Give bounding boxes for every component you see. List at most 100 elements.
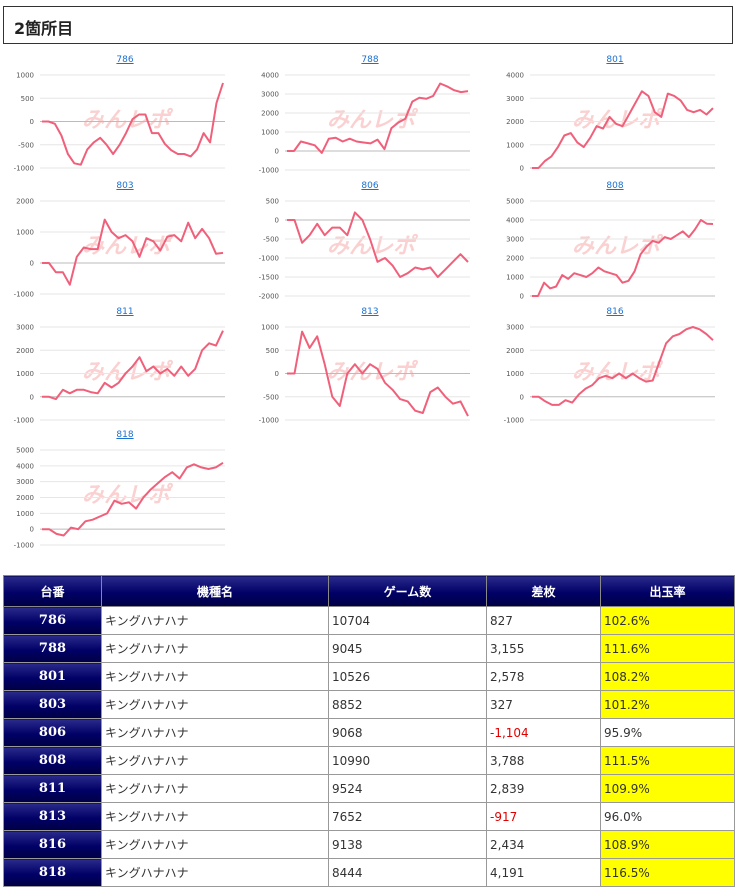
machine-number: 816	[3, 830, 102, 859]
page-title-box: 2箇所目	[3, 6, 733, 44]
y-tick-label: 1000	[261, 324, 279, 332]
machine-name: キングハナハナ	[101, 634, 329, 663]
table-row: 801 キングハナハナ 10526 2,578 108.2%	[3, 662, 735, 691]
y-tick-label: 0	[30, 260, 34, 268]
header-machine-name: 機種名	[101, 575, 329, 607]
payout-rate: 116.5%	[600, 858, 735, 887]
series-line	[287, 82, 469, 154]
payout-rate: 102.6%	[600, 606, 735, 635]
coin-diff: 2,434	[486, 830, 601, 859]
table-row: 803 キングハナハナ 8852 327 101.2%	[3, 690, 735, 719]
chart-801: みんレポ 4000 3000 2000 1000 0 801	[500, 55, 730, 175]
chart-806: みんレポ 500 0 -500 -1000 -1500 -2000 806	[255, 181, 485, 301]
header-diff: 差枚	[486, 575, 601, 607]
chart-title-link[interactable]: 786	[116, 55, 134, 65]
machine-name: キングハナハナ	[101, 662, 329, 691]
chart-title-link[interactable]: 806	[361, 181, 379, 191]
chart-818: みんレポ 5000 4000 3000 2000 1000 0 -1000 818	[10, 430, 240, 550]
y-tick-label: -500	[263, 393, 279, 401]
chart-811: みんレポ 3000 2000 1000 0 -1000 811	[10, 307, 240, 427]
chart-title-link[interactable]: 818	[116, 430, 134, 440]
game-count: 8852	[328, 690, 487, 719]
table-row: 816 キングハナハナ 9138 2,434 108.9%	[3, 830, 735, 859]
y-tick-label: 1000	[506, 370, 524, 378]
machine-number: 803	[3, 690, 102, 719]
game-count: 9138	[328, 830, 487, 859]
payout-rate: 96.0%	[600, 802, 735, 831]
y-tick-label: 1000	[16, 510, 34, 518]
payout-rate: 108.9%	[600, 830, 735, 859]
chart-title-link[interactable]: 801	[606, 55, 624, 65]
y-tick-label: 0	[30, 393, 34, 401]
machine-number: 786	[3, 606, 102, 635]
y-tick-label: 2000	[16, 198, 34, 206]
series-line	[42, 82, 224, 166]
series-line	[287, 211, 469, 278]
game-count: 9524	[328, 774, 487, 803]
y-tick-label: -1000	[259, 417, 279, 425]
payout-rate: 111.6%	[600, 634, 735, 663]
chart-title-link[interactable]: 788	[361, 55, 379, 65]
y-tick-label: 1000	[261, 129, 279, 137]
y-tick-label: 5000	[506, 198, 524, 206]
y-tick-label: 3000	[506, 95, 524, 103]
y-tick-label: 2000	[261, 110, 279, 118]
y-tick-label: 2000	[506, 347, 524, 355]
table-row: 808 キングハナハナ 10990 3,788 111.5%	[3, 746, 735, 775]
coin-diff: 327	[486, 690, 601, 719]
machine-name: キングハナハナ	[101, 774, 329, 803]
watermark-text: みんレポ	[82, 482, 174, 508]
y-tick-label: 3000	[506, 324, 524, 332]
y-tick-label: 3000	[16, 478, 34, 486]
machine-name: キングハナハナ	[101, 606, 329, 635]
payout-rate: 111.5%	[600, 746, 735, 775]
y-tick-label: 0	[30, 526, 34, 534]
chart-title-link[interactable]: 803	[116, 181, 134, 191]
coin-diff: 2,839	[486, 774, 601, 803]
y-tick-label: 3000	[261, 91, 279, 99]
series-line	[532, 219, 714, 297]
y-tick-label: 500	[21, 95, 34, 103]
header-rate: 出玉率	[600, 575, 735, 607]
chart-title-link[interactable]: 816	[606, 307, 624, 317]
machine-name: キングハナハナ	[101, 690, 329, 719]
y-tick-label: -500	[18, 141, 34, 149]
watermark-text: みんレポ	[572, 233, 664, 259]
chart-788: みんレポ 4000 3000 2000 1000 0 -1000 788	[255, 55, 485, 175]
y-tick-label: 2000	[506, 255, 524, 263]
chart-813: みんレポ 1000 500 0 -500 -1000 813	[255, 307, 485, 427]
game-count: 9045	[328, 634, 487, 663]
series-line	[532, 90, 714, 169]
y-tick-label: 0	[30, 118, 34, 126]
watermark-text: みんレポ	[327, 359, 419, 385]
coin-diff: 4,191	[486, 858, 601, 887]
chart-title-link[interactable]: 811	[116, 307, 134, 317]
y-tick-label: 4000	[506, 217, 524, 225]
chart-786: みんレポ 1000 500 0 -500 -1000 786	[10, 55, 240, 175]
header-games: ゲーム数	[328, 575, 487, 607]
y-tick-label: 0	[275, 370, 279, 378]
table-row: 818 キングハナハナ 8444 4,191 116.5%	[3, 858, 735, 887]
payout-rate: 108.2%	[600, 662, 735, 691]
y-tick-label: -1500	[259, 274, 279, 282]
chart-title-link[interactable]: 813	[361, 307, 379, 317]
machine-name: キングハナハナ	[101, 858, 329, 887]
y-tick-label: 2000	[16, 494, 34, 502]
y-tick-label: 0	[520, 293, 524, 301]
y-tick-label: 1000	[506, 274, 524, 282]
chart-title-link[interactable]: 808	[606, 181, 624, 191]
y-tick-label: -1000	[14, 417, 34, 425]
table-row: 786 キングハナハナ 10704 827 102.6%	[3, 606, 735, 635]
chart-808: みんレポ 5000 4000 3000 2000 1000 0 808	[500, 181, 730, 301]
machine-number: 806	[3, 718, 102, 747]
series-line	[42, 330, 224, 401]
coin-diff: 2,578	[486, 662, 601, 691]
y-tick-label: 2000	[16, 347, 34, 355]
coin-diff: -1,104	[486, 718, 601, 747]
chart-svg: みんレポ 4000 3000 2000 1000 0 -1000	[259, 72, 470, 175]
chart-803: みんレポ 2000 1000 0 -1000 803	[10, 181, 240, 301]
game-count: 9068	[328, 718, 487, 747]
watermark-text: みんレポ	[327, 107, 419, 133]
